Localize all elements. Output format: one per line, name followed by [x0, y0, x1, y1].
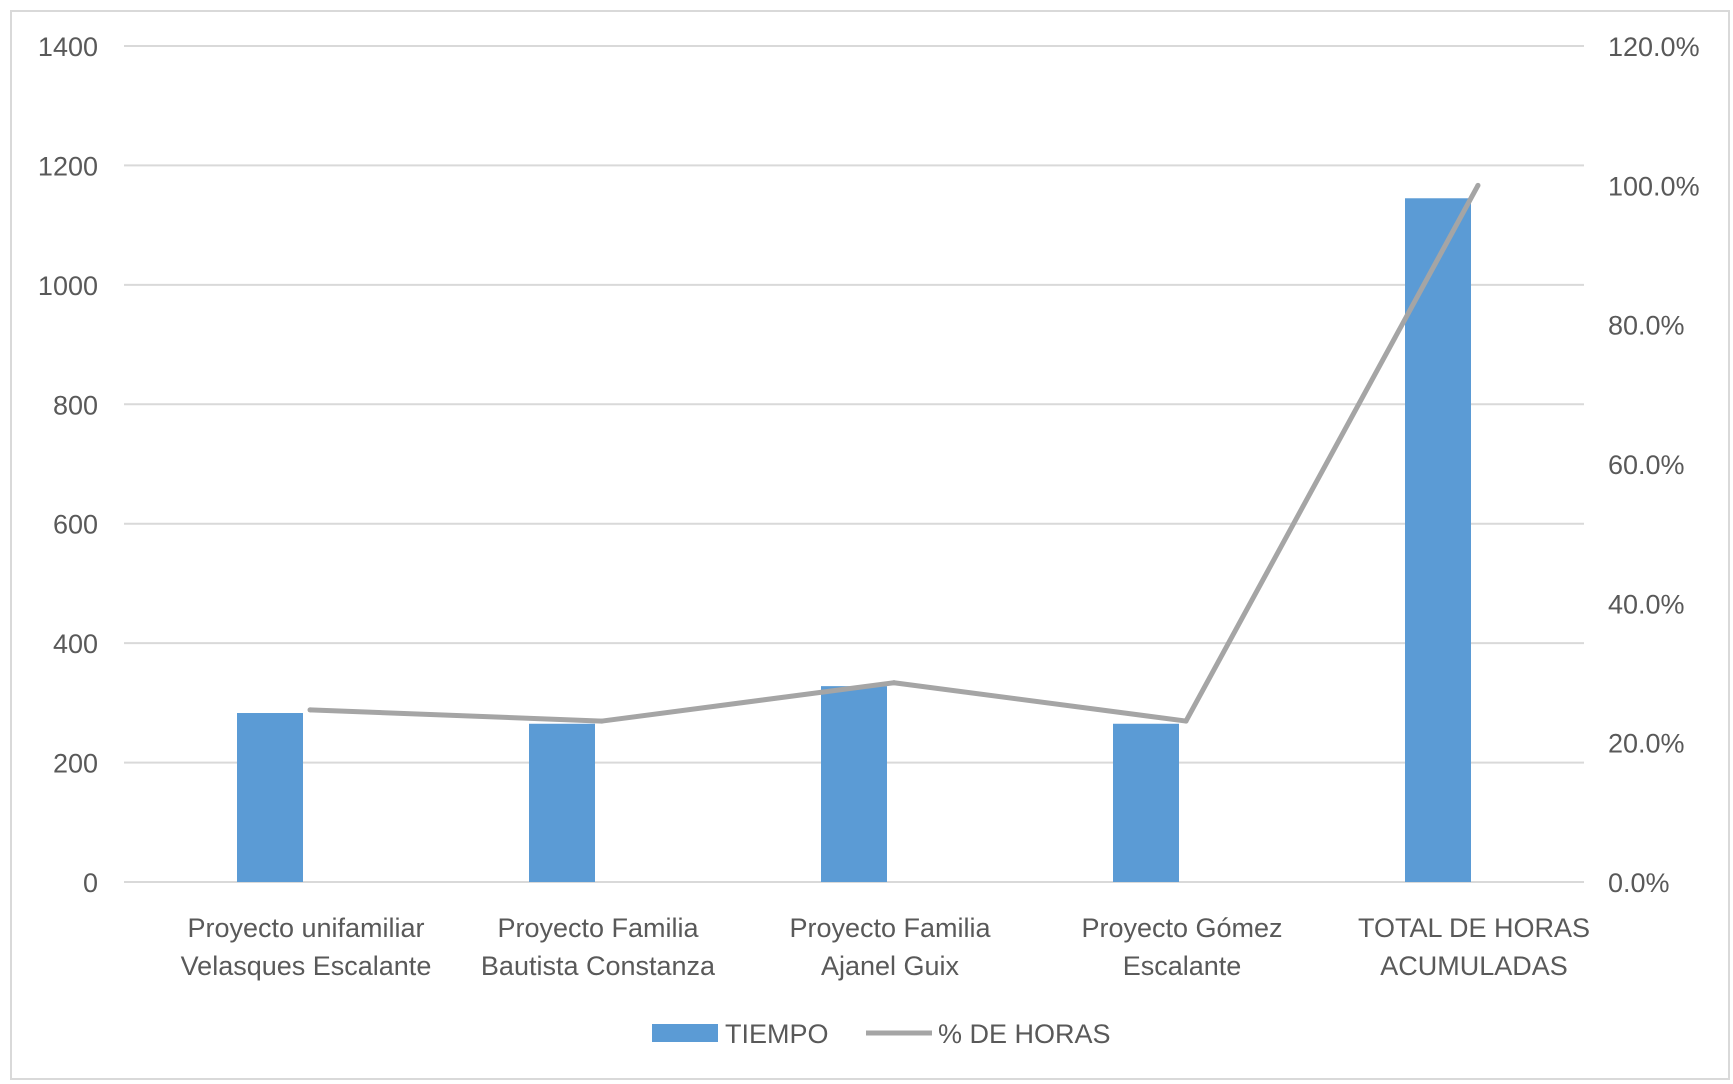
gridlines: [124, 45, 1584, 883]
category-label-line: Proyecto unifamiliar: [187, 913, 424, 943]
category-label-line: Proyecto Familia: [789, 913, 991, 943]
legend-label-tiempo: TIEMPO: [725, 1019, 829, 1049]
category-label-line: Escalante: [1123, 951, 1242, 981]
right-tick-label: 20.0%: [1608, 729, 1685, 759]
category-label-line: ACUMULADAS: [1380, 951, 1568, 981]
line-point: [307, 707, 313, 713]
category-label: Proyecto Familia Bautista Constanza: [481, 913, 716, 981]
line-point: [1183, 718, 1189, 724]
right-axis-ticks: 0.0% 20.0% 40.0% 60.0% 80.0% 100.0% 120.0%: [1608, 32, 1700, 898]
left-tick-label: 200: [53, 749, 98, 779]
bar: [1113, 723, 1179, 882]
series-line: [309, 184, 1481, 724]
right-tick-label: 80.0%: [1608, 311, 1685, 341]
category-label: Proyecto Familia Ajanel Guix: [789, 913, 991, 981]
line-point: [599, 718, 605, 724]
right-tick-label: 40.0%: [1608, 589, 1685, 619]
right-tick-label: 0.0%: [1608, 868, 1670, 898]
line-point: [1475, 182, 1481, 188]
category-label-line: TOTAL DE HORAS: [1358, 913, 1590, 943]
right-tick-label: 60.0%: [1608, 450, 1685, 480]
right-tick-label: 120.0%: [1608, 32, 1700, 62]
right-tick-label: 100.0%: [1608, 171, 1700, 201]
category-label-line: Ajanel Guix: [821, 951, 960, 981]
left-tick-label: 400: [53, 629, 98, 659]
category-label: TOTAL DE HORAS ACUMULADAS: [1358, 913, 1590, 981]
bar: [821, 686, 887, 882]
category-label-line: Bautista Constanza: [481, 951, 716, 981]
legend: TIEMPO % DE HORAS: [652, 1019, 1111, 1049]
legend-label-porcentaje: % DE HORAS: [938, 1019, 1111, 1049]
left-tick-label: 1200: [38, 151, 98, 181]
left-tick-label: 600: [53, 510, 98, 540]
category-label: Proyecto Gómez Escalante: [1081, 913, 1282, 981]
category-labels: Proyecto unifamiliar Velasques EscalanteP…: [181, 913, 1590, 981]
legend-swatch-tiempo: [652, 1024, 718, 1042]
chart-frame: 0 200 400 600 800 1000 1200 1400 0.0% 20.0% 40.0%…: [10, 10, 1730, 1080]
category-label-line: Proyecto Gómez: [1081, 913, 1282, 943]
left-tick-label: 0: [83, 868, 98, 898]
left-tick-label: 800: [53, 390, 98, 420]
bar: [1405, 198, 1471, 882]
combo-chart: 0 200 400 600 800 1000 1200 1400 0.0% 20.0% 40.0%…: [38, 32, 1700, 1049]
left-axis-ticks: 0 200 400 600 800 1000 1200 1400: [38, 32, 98, 898]
left-tick-label: 1400: [38, 32, 98, 62]
line-point: [891, 680, 897, 686]
category-label-line: Proyecto Familia: [497, 913, 699, 943]
line-series: [307, 182, 1481, 724]
category-label: Proyecto unifamiliar Velasques Escalante: [181, 913, 432, 981]
left-tick-label: 1000: [38, 271, 98, 301]
bar-series: [237, 198, 1471, 882]
bar: [237, 713, 303, 882]
category-label-line: Velasques Escalante: [181, 951, 432, 981]
bar: [529, 723, 595, 882]
